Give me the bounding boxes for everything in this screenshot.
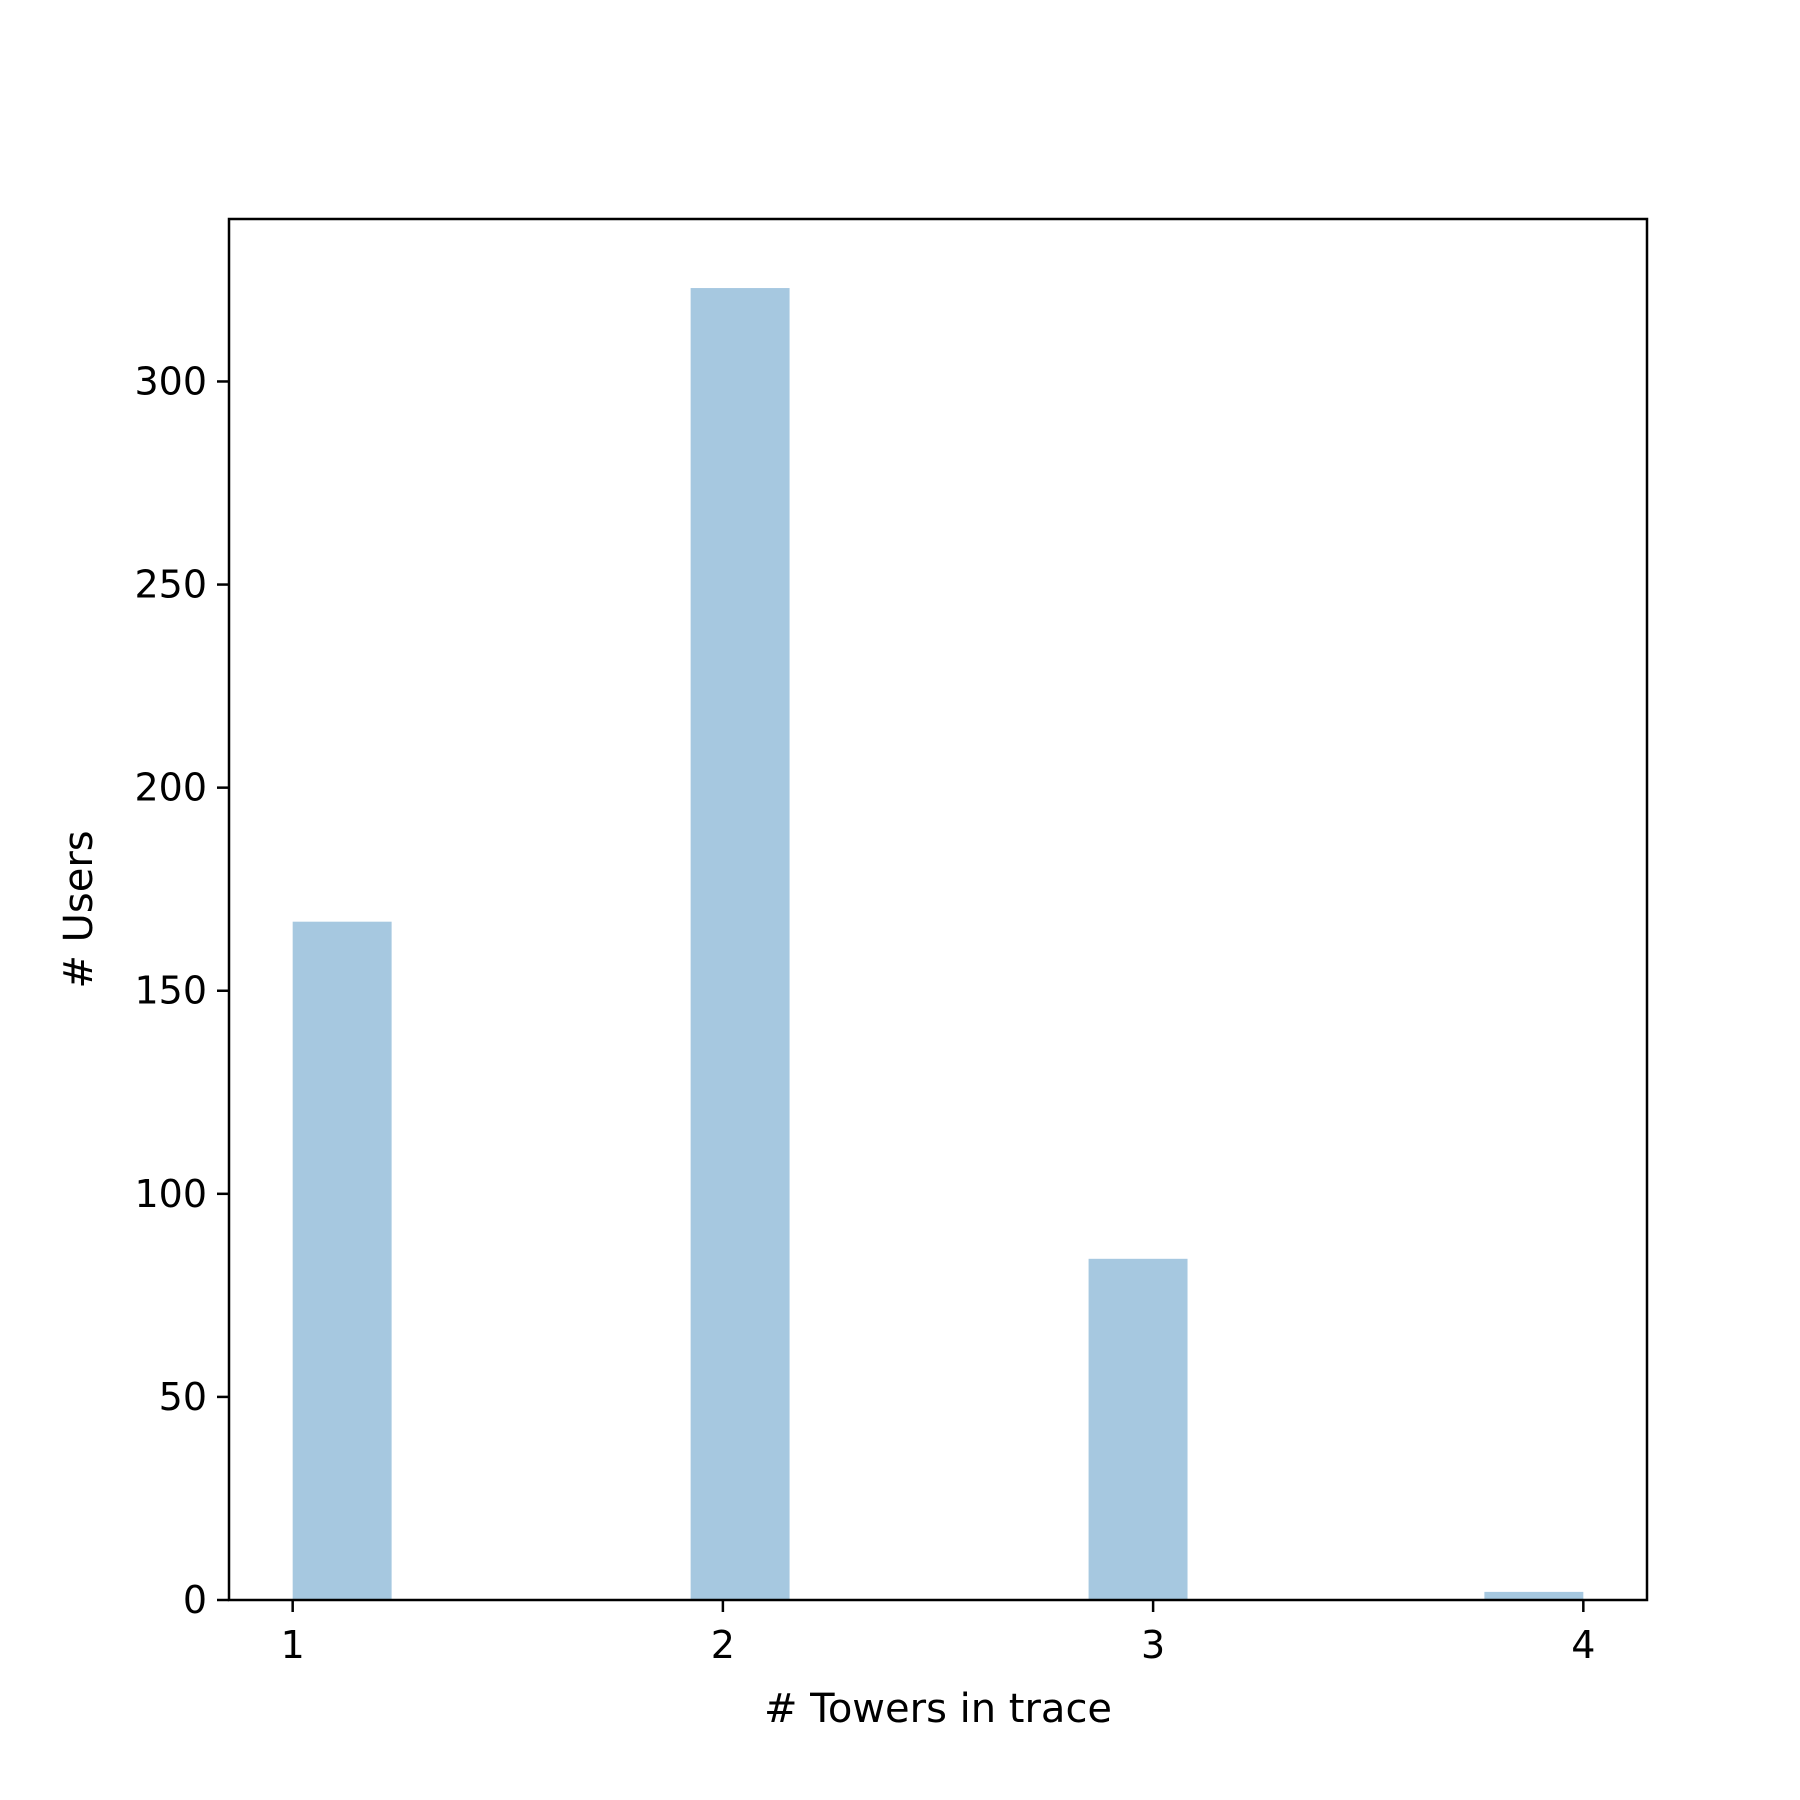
x-axis: 1 2 3 4 — [281, 1600, 1595, 1667]
x-tick-label: 3 — [1141, 1623, 1165, 1667]
y-tick-label: 100 — [134, 1172, 207, 1216]
bars-layer — [292, 288, 1584, 1600]
y-tick-label: 50 — [159, 1375, 207, 1419]
x-axis-label: # Towers in trace — [764, 1686, 1112, 1732]
x-tick-label: 2 — [711, 1623, 735, 1667]
bar-2 — [690, 288, 790, 1600]
y-tick-label: 0 — [183, 1578, 207, 1622]
bar-1 — [292, 921, 392, 1600]
y-tick-label: 300 — [134, 359, 207, 403]
y-tick-label: 250 — [134, 563, 207, 607]
y-tick-label: 150 — [134, 969, 207, 1013]
y-tick-label: 200 — [134, 766, 207, 810]
plot-frame — [227, 217, 1649, 1602]
y-axis-label: # Users — [56, 830, 102, 988]
bar-4 — [1484, 1591, 1584, 1600]
y-axis: 0 50 100 150 200 250 300 — [134, 359, 229, 1622]
x-tick-label: 4 — [1571, 1623, 1595, 1667]
x-tick-label: 1 — [281, 1623, 305, 1667]
bar-3 — [1088, 1258, 1188, 1600]
